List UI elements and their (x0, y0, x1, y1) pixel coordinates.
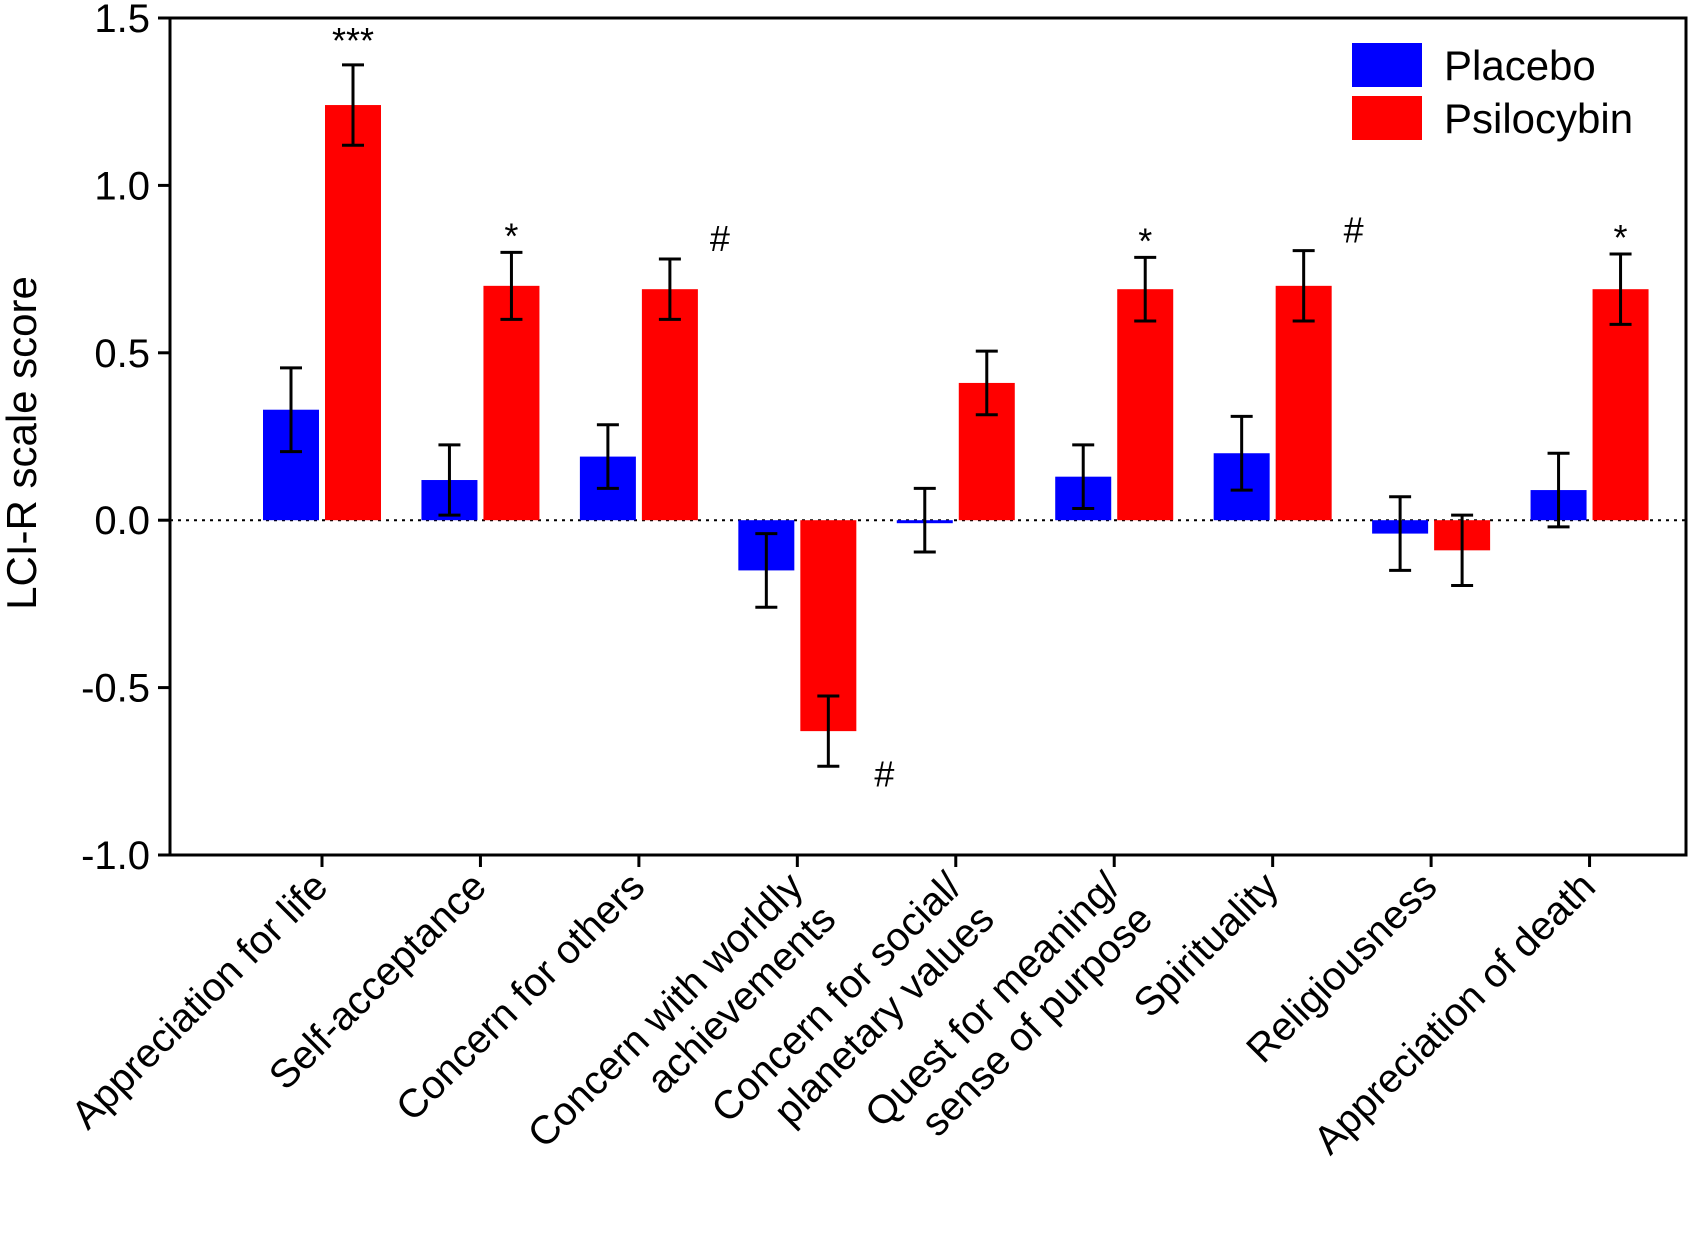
y-tick-label: -0.5 (81, 667, 150, 711)
significance-marker: # (1344, 210, 1364, 251)
y-tick-label: 0.5 (94, 332, 150, 376)
y-axis: -1.0 -0.5 0.0 0.5 1.0 1.5 (81, 0, 170, 878)
x-category-label-line: Spirituality (1125, 864, 1287, 1026)
placebo-legend-swatch (1352, 43, 1422, 87)
significance-marker: * (1614, 217, 1628, 258)
legend: Placebo Psilocybin (1352, 42, 1633, 142)
x-category-label: Spirituality (1125, 864, 1287, 1026)
psilocybin-bar (1592, 289, 1649, 521)
psilocybin-legend-swatch (1352, 96, 1422, 140)
significance-marker: *** (332, 20, 374, 61)
error-bars-layer (280, 63, 1632, 768)
placebo-legend-label: Placebo (1444, 42, 1596, 89)
x-category-label-line: Concern with worldly (520, 864, 812, 1156)
significance-marker: # (874, 753, 894, 794)
psilocybin-legend-label: Psilocybin (1444, 95, 1633, 142)
plot-frame (168, 16, 1688, 857)
psilocybin-bar (1275, 285, 1332, 521)
significance-marker: # (710, 218, 730, 259)
psilocybin-bar (325, 105, 381, 521)
y-tick-label: 0.0 (94, 499, 150, 543)
y-tick-label: 1.0 (94, 164, 150, 208)
y-tick-label: 1.5 (94, 0, 150, 41)
x-category-label: Appreciation of death (1305, 864, 1603, 1162)
x-axis: Appreciation for lifeSelf-acceptanceConc… (63, 855, 1604, 1163)
y-axis-label: LCI-R scale score (0, 276, 45, 610)
psilocybin-bar (641, 289, 698, 521)
y-tick-label: -1.0 (81, 834, 150, 878)
x-category-label-line: Appreciation of death (1305, 864, 1603, 1162)
psilocybin-bar (483, 285, 540, 521)
significance-marker: * (504, 215, 518, 256)
x-category-label: Appreciation for life (63, 864, 336, 1137)
x-category-label-line: Appreciation for life (63, 864, 336, 1137)
significance-marker: * (1138, 220, 1152, 261)
bars-layer (263, 105, 1649, 732)
psilocybin-bar (1117, 289, 1174, 521)
significance-annotations: **** ##* # * (332, 20, 1628, 794)
